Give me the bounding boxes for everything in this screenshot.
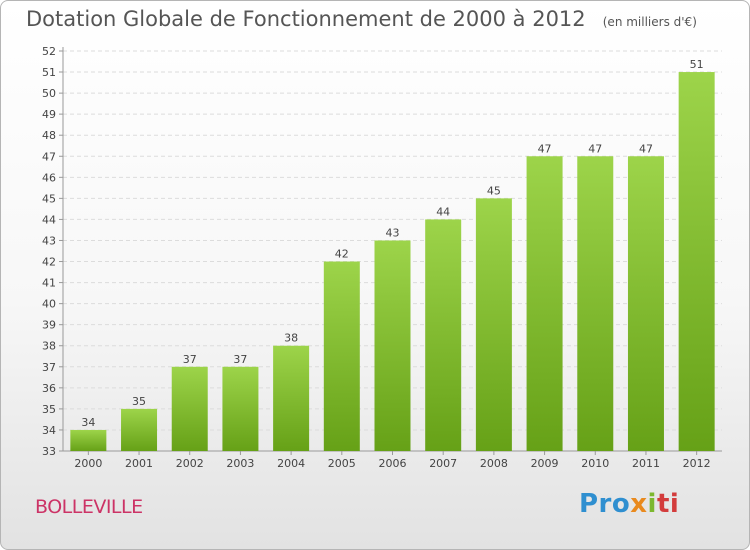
label-layer: 34 2000 35 2001 37 2002 37 2003 38 2004 42 2005 43 20…	[74, 58, 710, 470]
x-tick-label: 2008	[480, 457, 508, 470]
bar	[475, 198, 512, 451]
data-label: 38	[284, 332, 298, 345]
y-tick-label: 46	[42, 171, 56, 184]
bar-layer	[70, 72, 715, 451]
data-label: 43	[386, 226, 400, 239]
x-tick-label: 2000	[74, 457, 102, 470]
x-tick-label: 2011	[632, 457, 660, 470]
bar	[171, 366, 208, 451]
y-tick-label: 52	[42, 45, 56, 58]
bar	[425, 219, 462, 451]
x-tick-label: 2002	[176, 457, 204, 470]
data-label: 47	[538, 142, 552, 155]
y-tick-label: 34	[42, 424, 56, 437]
data-label: 42	[335, 248, 349, 261]
x-tick-label: 2005	[328, 457, 356, 470]
x-tick-label: 2004	[277, 457, 305, 470]
y-tick-label: 49	[42, 108, 56, 121]
x-tick-label: 2003	[226, 457, 254, 470]
data-label: 47	[639, 142, 653, 155]
y-tick-label: 43	[42, 234, 56, 247]
chart-title: Dotation Globale de Fonctionnement de 20…	[26, 7, 586, 31]
y-tick-label: 50	[42, 87, 56, 100]
bar	[121, 408, 158, 451]
place-name: BOLLEVILLE	[35, 496, 143, 518]
bar	[273, 345, 310, 451]
data-label: 37	[183, 353, 197, 366]
y-tick-label: 35	[42, 403, 56, 416]
chart-subtitle: (en milliers d'€)	[602, 15, 697, 29]
logo-part: Pro	[579, 489, 631, 519]
x-tick-label: 2010	[581, 457, 609, 470]
proxiti-logo[interactable]: Proxiti	[579, 489, 679, 519]
x-tick-label: 2007	[429, 457, 457, 470]
logo-part: ti	[656, 489, 680, 519]
y-tick-label: 33	[42, 445, 56, 458]
y-tick-label: 48	[42, 129, 56, 142]
data-label: 34	[81, 416, 95, 429]
y-tick-label: 45	[42, 192, 56, 205]
y-tick-label: 36	[42, 382, 56, 395]
y-tick-label: 37	[42, 361, 56, 374]
bar	[577, 156, 614, 451]
y-tick-label: 41	[42, 277, 56, 290]
data-label: 51	[690, 58, 704, 71]
bar	[678, 72, 715, 451]
bar	[323, 261, 360, 451]
bar	[70, 429, 107, 451]
data-label: 37	[233, 353, 247, 366]
bar	[526, 156, 563, 451]
bar	[627, 156, 664, 451]
x-tick-label: 2009	[531, 457, 559, 470]
bar	[222, 366, 259, 451]
logo-part: i	[647, 489, 657, 519]
data-label: 44	[436, 205, 450, 218]
y-tick-label: 42	[42, 256, 56, 269]
y-tick-label: 39	[42, 319, 56, 332]
y-tick-label: 38	[42, 340, 56, 353]
x-tick-label: 2001	[125, 457, 153, 470]
y-tick-label: 51	[42, 66, 56, 79]
data-label: 45	[487, 184, 501, 197]
data-label: 47	[588, 142, 602, 155]
bar	[374, 240, 411, 451]
title-block: Dotation Globale de Fonctionnement de 20…	[26, 7, 697, 31]
y-tick-label: 44	[42, 213, 56, 226]
data-label: 35	[132, 395, 146, 408]
y-tick-label: 40	[42, 298, 56, 311]
y-tick-label: 47	[42, 150, 56, 163]
logo-part: x	[630, 489, 648, 519]
x-tick-label: 2012	[683, 457, 711, 470]
x-tick-label: 2006	[379, 457, 407, 470]
